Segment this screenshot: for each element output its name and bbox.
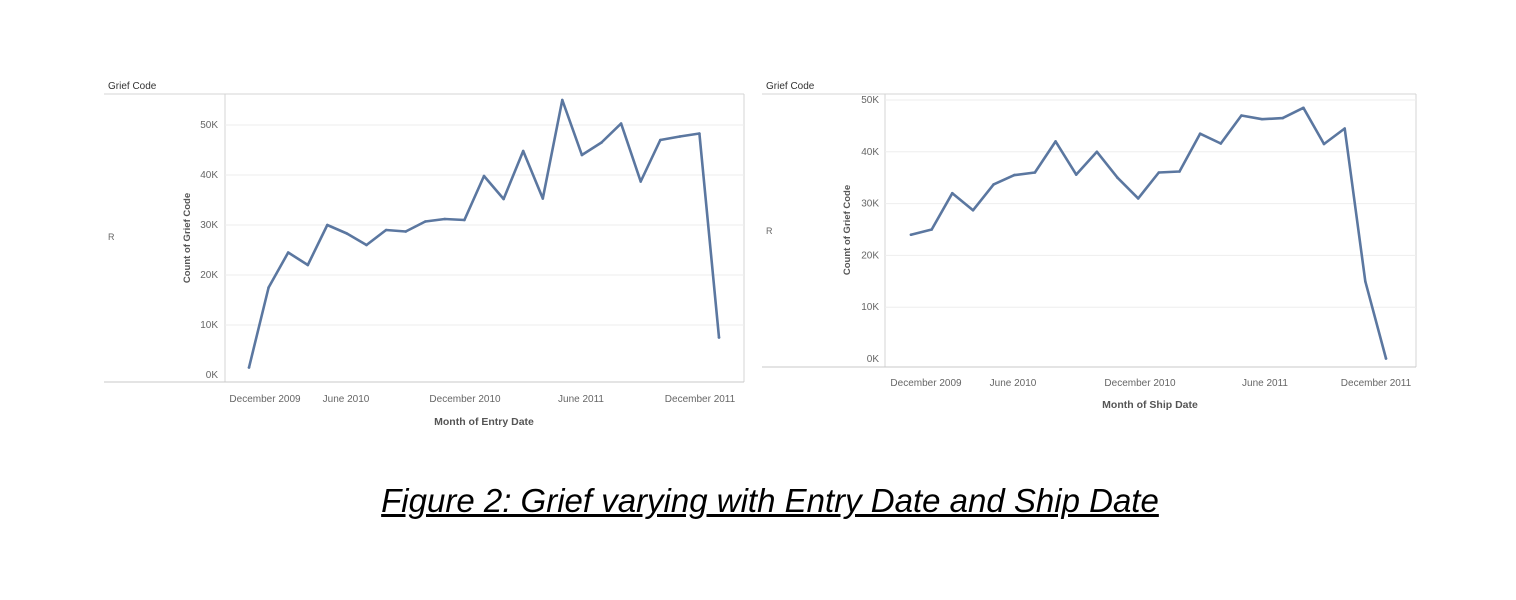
chart2-data-point <box>1054 140 1057 143</box>
chart1-x-tick-label: December 2011 <box>665 394 736 405</box>
chart1-data-point <box>384 228 388 232</box>
chart1-data-point <box>345 232 349 235</box>
chart2-y-tick-label: 20K <box>861 250 879 261</box>
chart2-data-point <box>1219 142 1223 145</box>
chart2-data-point <box>1322 142 1326 146</box>
chart2-x-tick-label: December 2009 <box>890 378 962 389</box>
chart1-data-point <box>306 263 310 267</box>
chart2-data-point <box>951 191 954 195</box>
chart1-data-point <box>521 149 525 153</box>
chart2-data-point <box>1302 106 1305 110</box>
chart1-y-tick-label: 50K <box>200 120 218 131</box>
chart2-data-point <box>1281 116 1284 120</box>
chart2-data-point <box>1260 117 1264 121</box>
chart2-data-point <box>1033 171 1037 174</box>
chart1-y-tick-label: 20K <box>200 270 218 281</box>
chart1-x-axis-title: Month of Entry Date <box>434 416 534 428</box>
chart2-y-axis-title: Count of Grief Code <box>842 185 853 275</box>
chart2-data-point <box>1240 114 1243 117</box>
chart2-data-point <box>930 228 933 231</box>
chart2-data-point <box>1136 197 1140 200</box>
chart1-data-point <box>600 141 603 144</box>
chart1-data-point <box>659 138 662 142</box>
chart1-data-point <box>561 98 564 102</box>
chart2-data-point <box>1198 132 1202 135</box>
chart1-y-tick-label: 40K <box>200 170 218 181</box>
chart2-header: Grief Code <box>766 81 815 92</box>
chart1-data-point <box>698 132 701 135</box>
chart1-data-point <box>678 135 682 138</box>
chart2-row-label: R <box>766 226 773 236</box>
chart1-y-tick-label: 10K <box>200 320 218 331</box>
chart2-data-point <box>1116 176 1119 179</box>
chart1-y-tick-label: 0K <box>206 370 219 381</box>
chart2-data-point <box>1013 173 1016 177</box>
figure-caption: Figure 2: Grief varying with Entry Date … <box>381 482 1159 519</box>
chart1-x-tick-label: December 2009 <box>229 394 301 405</box>
chart2-x-tick-label: June 2011 <box>1242 378 1288 389</box>
chart2-data-point <box>1384 357 1388 360</box>
chart1-data-point <box>404 230 408 233</box>
chart2-y-tick-label: 10K <box>861 302 879 313</box>
chart2-x-tick-label: December 2010 <box>1104 378 1176 389</box>
chart2-data-point <box>1178 170 1181 173</box>
chart1-x-tick-label: June 2010 <box>323 394 370 405</box>
chart2-series-line <box>909 106 1388 360</box>
chart1-data-point <box>482 174 486 178</box>
chart2-y-tick-label: 50K <box>861 95 879 106</box>
chart1-data-point <box>286 251 290 254</box>
chart1-header: Grief Code <box>108 81 157 92</box>
chart1-x-tick-label: December 2010 <box>429 394 501 405</box>
chart1-y-axis-title: Count of Grief Code <box>182 193 193 283</box>
chart2-data-point <box>1074 173 1078 176</box>
chart2-x-tick-label: December 2011 <box>1341 378 1412 389</box>
chart2-y-tick-label: 40K <box>861 147 879 158</box>
chart1-data-point <box>463 218 466 222</box>
chart2-data-point <box>1343 127 1346 130</box>
chart1-x-tick-label: June 2011 <box>558 394 604 405</box>
chart1-data-point <box>326 223 329 227</box>
chart2-x-tick-label: June 2010 <box>990 378 1037 389</box>
chart1-data-point <box>639 180 642 183</box>
chart1-series-line <box>247 98 721 369</box>
chart1-data-point <box>443 217 447 221</box>
chart1-data-point <box>424 220 427 223</box>
chart1-data-point <box>580 153 584 157</box>
chart1-data-point <box>619 122 623 125</box>
chart2-data-point <box>909 233 913 236</box>
chart2-y-tick-label: 30K <box>861 199 879 210</box>
chart2-y-tick-label: 0K <box>867 354 880 365</box>
chart2-data-point <box>971 209 975 212</box>
chart1-data-point <box>267 286 270 289</box>
chart1-data-point <box>502 197 505 201</box>
chart2-data-point <box>1364 280 1367 283</box>
chart1-data-point <box>717 336 721 339</box>
chart1-data-point <box>365 243 368 247</box>
chart2-x-axis-title: Month of Ship Date <box>1102 399 1198 411</box>
chart2-data-point <box>992 183 995 186</box>
chart1-y-tick-label: 30K <box>200 220 218 231</box>
chart2-data-point <box>1095 150 1099 154</box>
chart2-data-point <box>1157 171 1161 174</box>
chart1-data-point <box>247 366 251 369</box>
chart1-data-point <box>541 197 545 200</box>
chart1-row-label: R <box>108 232 115 242</box>
